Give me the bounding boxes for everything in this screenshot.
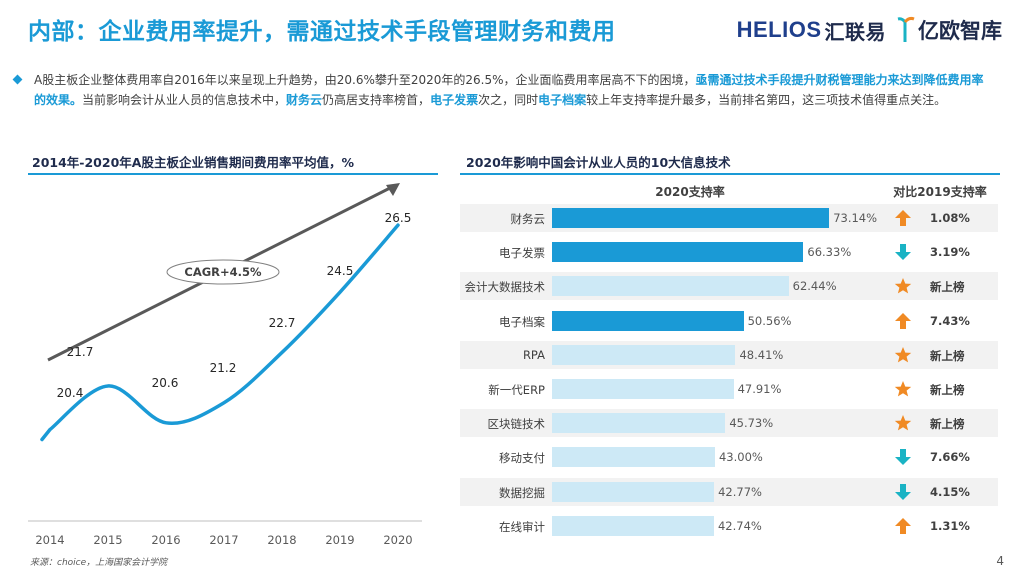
bar-series-header: 2020支持率 <box>655 185 725 199</box>
category-label: 会计大数据技术 <box>464 280 546 295</box>
data-label: 20.4 <box>57 386 84 400</box>
category-label: 电子发票 <box>499 246 545 261</box>
bar-value-label: 66.33% <box>807 245 852 260</box>
bar-value-label: 73.14% <box>833 211 878 225</box>
source-note: 来源：choice，上海国家会计学院 <box>30 558 168 568</box>
summary-highlight-4: 电子档案 <box>538 93 587 107</box>
category-label: 电子档案 <box>499 314 545 329</box>
category-label: 在线审计 <box>499 519 545 534</box>
arrow-down-icon <box>894 483 912 501</box>
bar <box>552 310 744 331</box>
category-label: 新一代ERP <box>488 383 545 397</box>
right-chart-title-underline <box>460 173 1000 175</box>
bullet-diamond-icon <box>12 74 23 85</box>
summary-text-4: 次之，同时 <box>478 93 539 107</box>
compare-value: 3.19% <box>930 245 970 260</box>
bar-value-label: 42.74% <box>717 518 762 533</box>
category-label: 数据挖掘 <box>499 485 545 500</box>
left-chart-title: 2014年-2020年A股主板企业销售期间费用率平均值，% <box>32 155 354 170</box>
compare-value: 新上榜 <box>930 280 965 295</box>
bar <box>552 208 830 228</box>
star-icon <box>894 380 912 398</box>
compare-value: 7.66% <box>930 450 970 465</box>
compare-value: 1.08% <box>930 211 970 225</box>
category-label: RPA <box>522 347 545 362</box>
compare-value: 7.43% <box>930 313 970 328</box>
compare-value: 新上榜 <box>930 417 965 432</box>
bar-value-label: 62.44% <box>792 279 837 294</box>
x-tick-label: 2014 <box>35 533 64 547</box>
summary-paragraph: A股主板企业整体费用率自2016年以来呈现上升趋势，由20.6%攀升至2020年… <box>12 70 994 110</box>
compare-header: 对比2019支持率 <box>893 185 987 199</box>
cagr-label: CAGR+4.5% <box>184 265 262 279</box>
star-icon <box>894 346 912 364</box>
arrow-up-icon <box>894 312 912 330</box>
category-label: 移动支付 <box>499 451 545 466</box>
data-label: 24.5 <box>327 264 354 278</box>
arrow-up-icon <box>894 209 912 227</box>
bar-value-label: 42.77% <box>718 484 762 499</box>
compare-value: 新上榜 <box>930 348 965 363</box>
yiou-logo-icon <box>897 16 915 42</box>
arrow-down-icon <box>894 243 912 261</box>
x-tick-label: 2019 <box>325 533 354 547</box>
category-label: 财务云 <box>510 212 546 226</box>
helios-logo-cn: 汇联易 <box>824 21 886 44</box>
compare-value: 1.31% <box>930 518 970 533</box>
data-label: 21.2 <box>210 361 237 375</box>
bar <box>552 413 726 434</box>
page-number: 4 <box>996 554 1004 568</box>
summary-text-5: 较上年支持率提升最多，当前排名第四，这三项技术值得重点关注。 <box>586 93 947 107</box>
summary-highlight-3: 电子发票 <box>430 93 479 107</box>
series-line <box>40 223 400 442</box>
bar <box>552 515 714 536</box>
bar-value-label: 43.00% <box>718 450 763 465</box>
star-icon <box>894 277 912 295</box>
bar-value-label: 45.73% <box>729 416 774 431</box>
x-tick-label: 2018 <box>267 533 296 547</box>
x-tick-label: 2017 <box>209 533 238 547</box>
bar-value-label: 47.91% <box>737 382 782 396</box>
bar <box>552 447 715 468</box>
bar <box>552 481 715 502</box>
compare-value: 新上榜 <box>930 383 965 397</box>
right-chart-title: 2020年影响中国会计从业人员的10大信息技术 <box>466 155 731 170</box>
data-label: 26.5 <box>385 211 412 225</box>
yiou-logo: 亿欧智库 <box>896 15 1002 45</box>
data-label: 20.6 <box>152 376 179 390</box>
line-chart: CAGR+4.5% 20.4 21.7 20.6 21.2 22.7 24.5 26.5 201… <box>28 183 422 547</box>
bar <box>552 276 789 297</box>
star-icon <box>894 414 912 432</box>
logo-group: HELIOS 汇联易 亿欧智库 <box>737 14 1002 46</box>
summary-highlight-1: 亟需通过技术手段提升财税管理能力来达到降低费用率的效果。 <box>34 73 984 107</box>
summary-text-3: 仍高居支持率榜首， <box>322 93 431 107</box>
helios-logo: HELIOS 汇联易 <box>737 16 886 45</box>
category-label: 区块链技术 <box>487 417 546 432</box>
summary-highlight-2: 财务云 <box>286 93 323 107</box>
x-tick-label: 2015 <box>93 533 122 547</box>
cagr-ellipse <box>166 259 280 285</box>
left-chart-title-underline <box>28 173 438 175</box>
x-tick-label: 2020 <box>383 533 412 547</box>
bar <box>552 242 804 263</box>
x-tick-label: 2016 <box>151 533 180 547</box>
arrow-up-icon <box>894 517 912 535</box>
page-title: 内部：企业费用率提升，需通过技术手段管理财务和费用 <box>28 19 616 45</box>
bar-value-label: 50.56% <box>747 313 792 328</box>
summary-text-1: A股主板企业整体费用率自2016年以来呈现上升趋势，由20.6%攀升至2020年… <box>34 73 696 87</box>
data-label: 21.7 <box>67 345 94 359</box>
bar-value-label: 48.41% <box>739 347 784 362</box>
bar <box>552 379 734 399</box>
arrow-down-icon <box>894 448 912 466</box>
compare-value: 4.15% <box>930 484 970 499</box>
data-label: 22.7 <box>269 316 296 330</box>
helios-logo-text: HELIOS <box>736 17 822 42</box>
trend-arrow-head-icon <box>386 183 400 196</box>
bar <box>552 344 736 365</box>
summary-text-2: 当前影响会计从业人员的信息技术中， <box>82 93 287 107</box>
yiou-logo-text: 亿欧智库 <box>918 19 1002 43</box>
